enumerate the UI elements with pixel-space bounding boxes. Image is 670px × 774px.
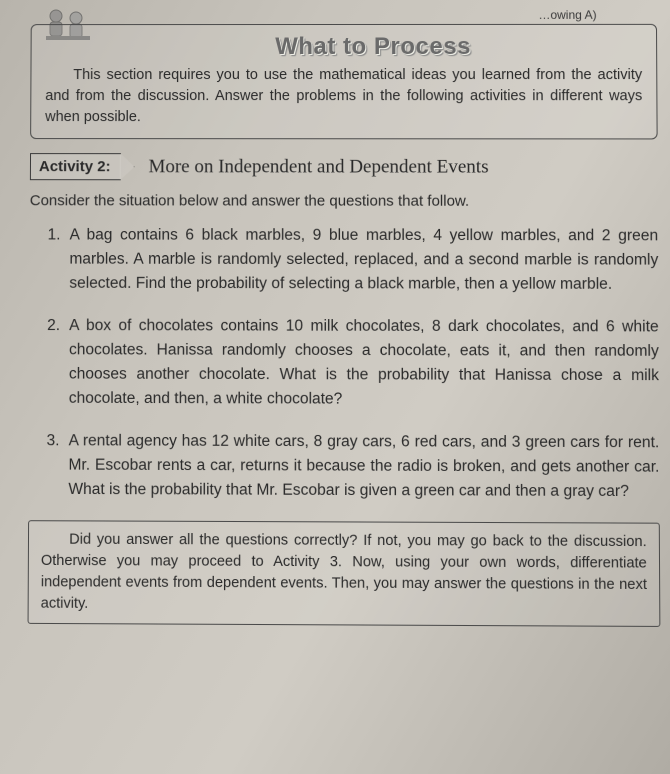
question-number: 2. [47, 314, 60, 338]
section-intro-text: This section requires you to use the mat… [45, 65, 642, 128]
activity-header-row: Activity 2: More on Independent and Depe… [30, 153, 658, 181]
activity-number-badge: Activity 2: [30, 153, 121, 180]
question-text: A box of chocolates contains 10 milk cho… [69, 317, 659, 408]
question-item: 3. A rental agency has 12 white cars, 8 … [46, 429, 659, 504]
question-item: 1. A bag contains 6 black marbles, 9 blu… [47, 223, 658, 297]
section-title: What to Process [105, 33, 642, 61]
question-text: A bag contains 6 black marbles, 9 blue m… [69, 226, 658, 292]
worksheet-page: …owing A) What to Process This section r… [0, 0, 670, 627]
question-number: 3. [46, 429, 59, 453]
instructions-lead: Consider the situation below and answer … [30, 192, 658, 210]
question-text: A rental agency has 12 white cars, 8 gra… [68, 432, 659, 500]
activity-title: More on Independent and Dependent Events [148, 156, 488, 178]
question-number: 1. [48, 223, 61, 247]
cutoff-text-fragment: …owing A) [31, 8, 657, 22]
section-intro-box: What to Process This section requires yo… [30, 24, 658, 140]
question-item: 2. A box of chocolates contains 10 milk … [47, 314, 659, 413]
closing-remarks-box: Did you answer all the questions correct… [28, 520, 661, 627]
question-list: 1. A bag contains 6 black marbles, 9 blu… [28, 223, 659, 504]
